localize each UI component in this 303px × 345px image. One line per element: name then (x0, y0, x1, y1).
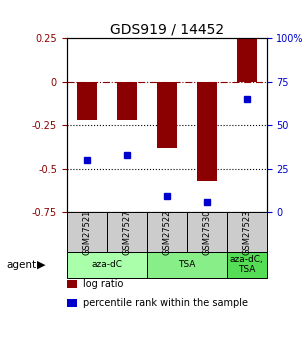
Text: ▶: ▶ (37, 260, 45, 270)
Title: GDS919 / 14452: GDS919 / 14452 (110, 23, 224, 37)
Text: GSM27521: GSM27521 (82, 209, 91, 255)
Text: aza-dC,
TSA: aza-dC, TSA (230, 255, 264, 275)
Text: TSA: TSA (178, 260, 195, 269)
Text: GSM27523: GSM27523 (242, 209, 251, 255)
Text: agent: agent (6, 260, 36, 270)
Text: GSM27530: GSM27530 (202, 209, 211, 255)
Text: GSM27527: GSM27527 (122, 209, 131, 255)
Bar (77, 81, 97, 120)
Text: log ratio: log ratio (83, 279, 124, 289)
Text: aza-dC: aza-dC (91, 260, 122, 269)
Bar (117, 81, 137, 120)
Text: GSM27522: GSM27522 (162, 209, 171, 255)
Bar (197, 81, 217, 181)
Bar (237, 38, 257, 81)
Text: percentile rank within the sample: percentile rank within the sample (83, 298, 248, 308)
Bar (157, 81, 177, 148)
